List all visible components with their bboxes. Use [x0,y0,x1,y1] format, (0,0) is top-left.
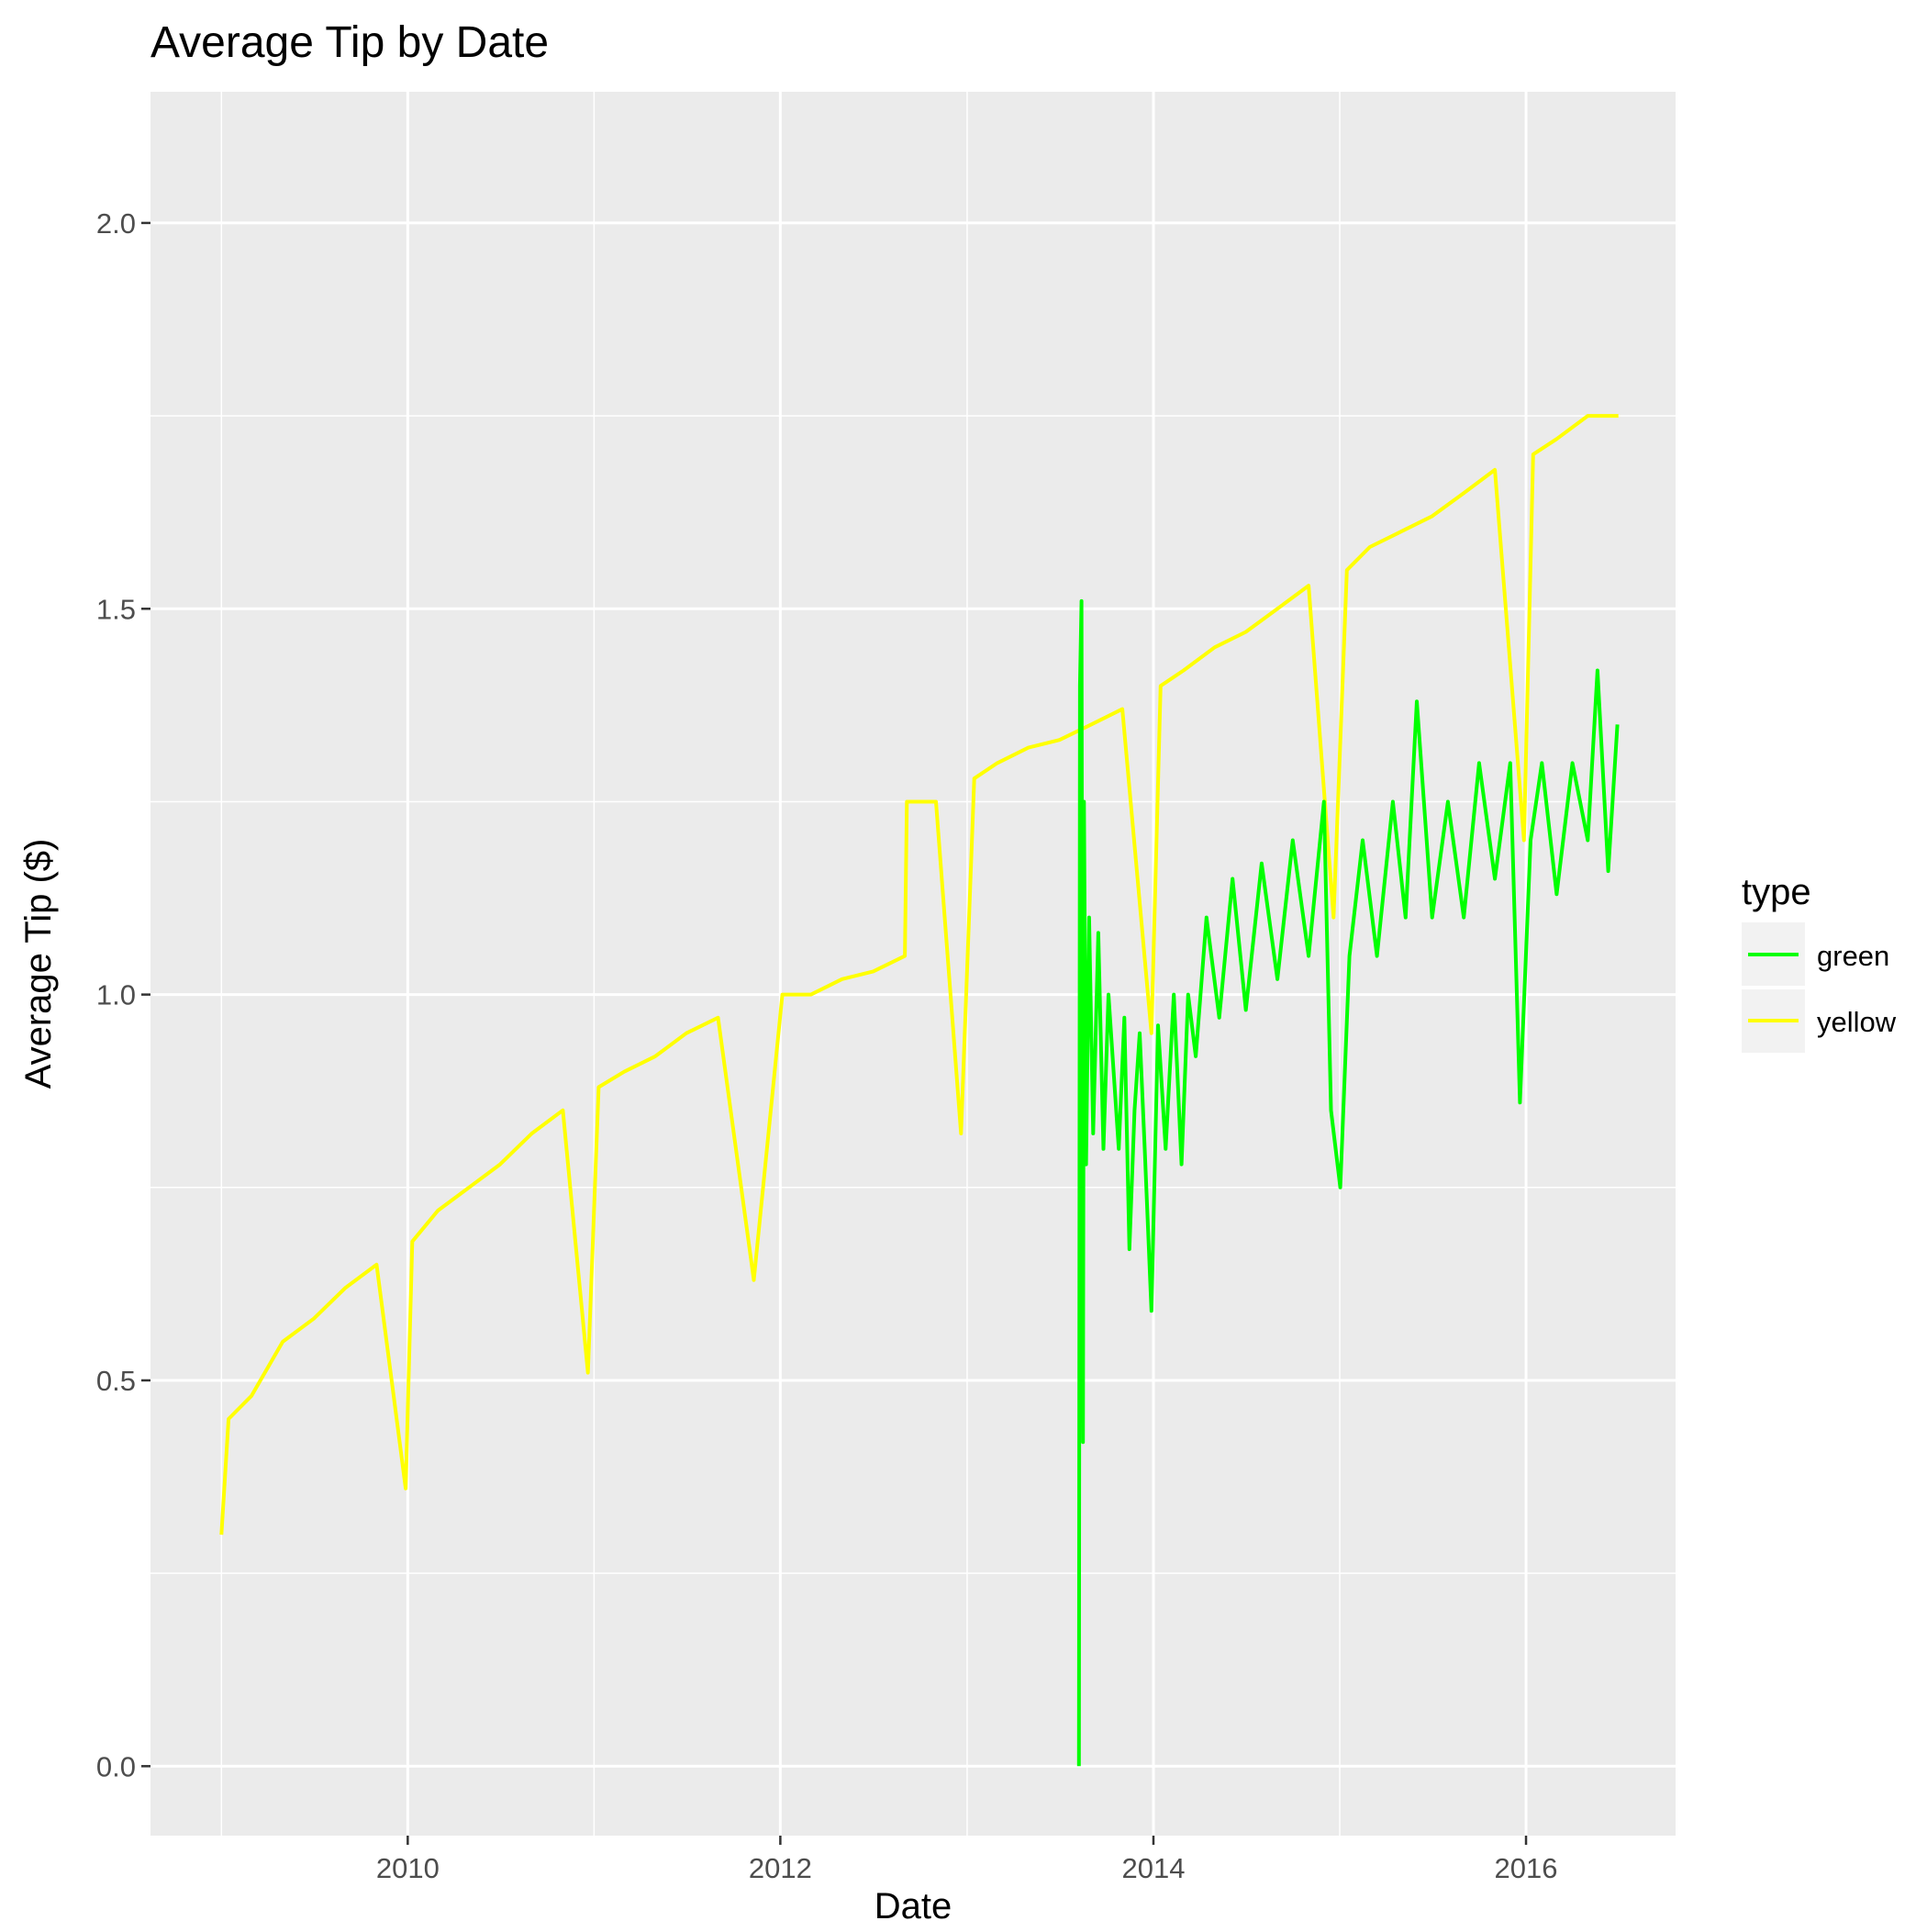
x-tick-label: 2010 [376,1852,440,1884]
y-tick-label: 0.5 [96,1365,136,1397]
series-layer [219,414,1620,1767]
y-tick-label: 1.5 [96,593,136,625]
chart-title: Average Tip by Date [150,18,549,67]
x-tick-label: 2016 [1495,1852,1558,1884]
y-tick-label: 1.0 [96,979,136,1011]
y-axis-label: Average Tip ($) [18,839,59,1089]
y-tick-label: 0.0 [96,1750,136,1782]
series-line-yellow [219,414,1619,1536]
legend-label-green: green [1817,940,1889,972]
legend-label-yellow: yellow [1817,1006,1897,1038]
legend-title: type [1742,872,1811,912]
grid-major [150,92,1676,1836]
y-axis: 0.0 0.5 1.0 1.5 2.0 [96,207,150,1782]
x-tick-label: 2014 [1121,1852,1185,1884]
x-axis-label: Date [874,1886,952,1926]
y-tick-label: 2.0 [96,207,136,240]
plot-panel [150,92,1676,1836]
x-tick-label: 2012 [749,1852,812,1884]
series-line-green [1076,598,1620,1767]
legend: type green yellow [1742,872,1897,1053]
x-axis: 2010 2012 2014 2016 [376,1836,1558,1884]
